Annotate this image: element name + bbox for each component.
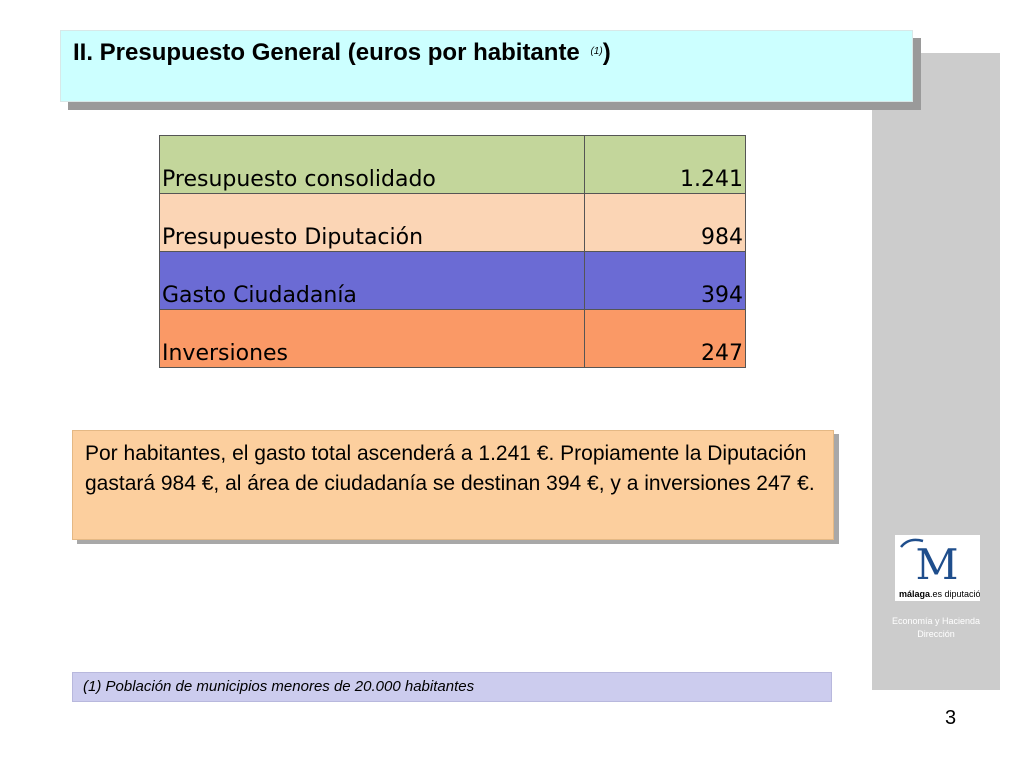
summary-box: Por habitantes, el gasto total ascenderá… — [72, 430, 834, 540]
logo-caption: Economía y Hacienda Dirección — [872, 615, 1000, 641]
row-label: Inversiones — [159, 309, 585, 368]
row-label: Presupuesto Diputación — [159, 193, 585, 252]
row-value: 247 — [584, 309, 746, 368]
table-row: Inversiones 247 — [159, 309, 746, 368]
title-close-paren: ) — [602, 39, 611, 66]
summary-text: Por habitantes, el gasto total ascenderá… — [85, 442, 815, 495]
logo-wordmark: málaga.es diputación — [899, 589, 980, 599]
row-label: Presupuesto consolidado — [159, 135, 585, 194]
row-value: 394 — [584, 251, 746, 310]
table-row: Presupuesto Diputación 984 — [159, 193, 746, 252]
row-value: 984 — [584, 193, 746, 252]
caption-unit: Dirección — [917, 629, 955, 639]
logo-letter: M — [915, 540, 958, 589]
table-row: Presupuesto consolidado 1.241 — [159, 135, 746, 194]
footnote-text: (1) Población de municipios menores de 2… — [83, 678, 475, 695]
title-main: II. Presupuesto General (euros por habit… — [73, 39, 587, 66]
malaga-logo: M málaga.es diputación — [895, 535, 980, 601]
logo-brand: málaga — [899, 589, 931, 599]
footnote-box: (1) Población de municipios menores de 2… — [72, 672, 832, 702]
row-label: Gasto Ciudadanía — [159, 251, 585, 310]
logo-suffix: .es diputación — [930, 589, 980, 599]
page-number: 3 — [945, 707, 957, 729]
title-footnote-ref: (1) — [590, 46, 603, 57]
budget-table: Presupuesto consolidado 1.241 Presupuest… — [159, 135, 746, 368]
logo-graphic: M málaga.es diputación — [899, 538, 980, 599]
slide-title: II. Presupuesto General (euros por habit… — [73, 39, 611, 67]
table-row: Gasto Ciudadanía 394 — [159, 251, 746, 310]
row-value: 1.241 — [584, 135, 746, 194]
title-box: II. Presupuesto General (euros por habit… — [60, 30, 913, 102]
caption-department: Economía y Hacienda — [891, 616, 981, 626]
